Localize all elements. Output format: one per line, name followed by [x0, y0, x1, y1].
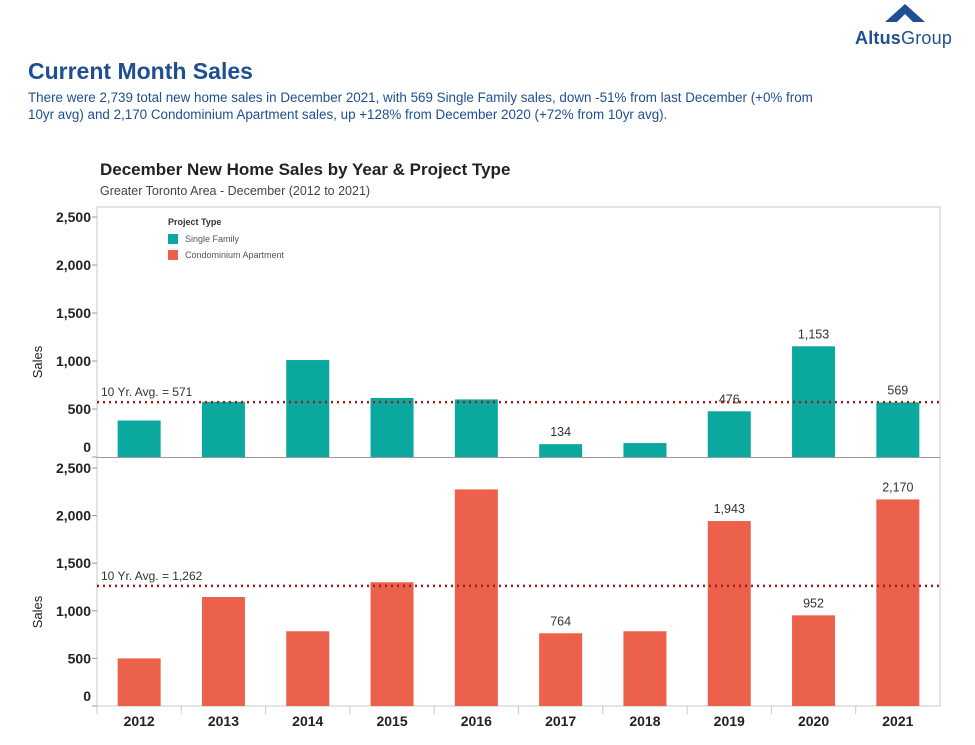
x-tick-label-2016: 2016	[461, 713, 492, 729]
bar-single-family-2020	[792, 346, 836, 457]
x-tick-label-2020: 2020	[798, 713, 829, 729]
x-tick-label-2015: 2015	[376, 713, 407, 729]
bar-single-family-2018	[623, 443, 667, 457]
average-label-single-family: 10 Yr. Avg. = 571	[101, 385, 193, 399]
bar-condominium-apartment-2013	[201, 596, 245, 706]
data-label-single-family-2021: 569	[887, 383, 908, 397]
legend: Project Type Single Family Condominium A…	[168, 217, 284, 263]
legend-label-single-family: Single Family	[185, 234, 240, 244]
sales-summary: There were 2,739 total new home sales in…	[28, 90, 813, 122]
data-label-single-family-2017: 134	[550, 425, 571, 439]
x-tick-label-2018: 2018	[629, 713, 660, 729]
bar-condominium-apartment-2020	[792, 615, 836, 706]
chart-subtitle: Greater Toronto Area - December (2012 to…	[100, 184, 371, 198]
bar-single-family-2016	[454, 399, 498, 457]
altus-mountain-icon	[885, 4, 925, 22]
legend-item-condominium-apartment: Condominium Apartment	[168, 247, 284, 263]
chart-title-rest: New Home Sales by Year & Project Type	[182, 160, 511, 179]
y-tick-label: 2,000	[56, 257, 91, 273]
bar-condominium-apartment-2014	[286, 631, 330, 706]
data-label-condominium-apartment-2019: 1,943	[714, 502, 745, 516]
bar-condominium-apartment-2017	[539, 633, 583, 706]
legend-item-single-family: Single Family	[168, 231, 284, 247]
bar-single-family-2019	[707, 411, 751, 457]
logo-wordmark: AltusGroup	[855, 28, 953, 48]
y-axis-label-condominium-apartment: Sales	[30, 595, 45, 628]
bar-single-family-2015	[370, 397, 414, 457]
chart-title-month: December	[100, 160, 183, 179]
data-label-condominium-apartment-2020: 952	[803, 596, 824, 610]
average-label-condominium-apartment: 10 Yr. Avg. = 1,262	[101, 569, 203, 583]
x-tick-label-2014: 2014	[292, 713, 323, 729]
x-tick-label-2021: 2021	[882, 713, 913, 729]
page-title: Current Month Sales	[28, 58, 253, 84]
x-tick-label-2017: 2017	[545, 713, 576, 729]
y-tick-label: 0	[83, 439, 91, 455]
bar-single-family-2014	[286, 360, 330, 457]
altus-group-logo: AltusGroup	[855, 4, 965, 48]
x-tick-label-2013: 2013	[208, 713, 239, 729]
data-label-single-family-2019: 476	[719, 392, 740, 406]
y-tick-label: 2,500	[56, 209, 91, 225]
legend-swatch-single-family	[168, 234, 178, 244]
bar-condominium-apartment-2015	[370, 582, 414, 706]
y-tick-label: 500	[68, 650, 92, 666]
y-tick-label: 1,000	[56, 603, 91, 619]
legend-label-condominium-apartment: Condominium Apartment	[185, 250, 285, 260]
y-axis-label-single-family: Sales	[30, 345, 45, 378]
bar-single-family-2017	[539, 444, 583, 457]
x-tick-label-2012: 2012	[124, 713, 155, 729]
y-tick-label: 0	[83, 688, 91, 704]
bar-condominium-apartment-2019	[707, 521, 751, 706]
data-label-condominium-apartment-2021: 2,170	[882, 480, 913, 494]
bar-single-family-2012	[117, 420, 161, 457]
y-tick-label: 1,500	[56, 305, 91, 321]
chart-title: December New Home Sales by Year & Projec…	[100, 160, 510, 180]
y-tick-label: 500	[68, 401, 92, 417]
y-tick-label: 2,000	[56, 508, 91, 524]
y-tick-label: 1,000	[56, 353, 91, 369]
bar-condominium-apartment-2018	[623, 631, 667, 706]
data-label-single-family-2020: 1,153	[798, 327, 829, 341]
bar-condominium-apartment-2016	[454, 489, 498, 706]
bar-single-family-2021	[876, 402, 920, 457]
data-label-condominium-apartment-2017: 764	[550, 614, 571, 628]
bar-condominium-apartment-2021	[876, 499, 920, 706]
y-tick-label: 2,500	[56, 460, 91, 476]
bar-single-family-2013	[201, 401, 245, 457]
legend-swatch-condominium-apartment	[168, 250, 178, 260]
y-tick-label: 1,500	[56, 555, 91, 571]
bar-condominium-apartment-2012	[117, 658, 161, 706]
legend-title: Project Type	[168, 217, 222, 227]
x-tick-label-2019: 2019	[714, 713, 745, 729]
